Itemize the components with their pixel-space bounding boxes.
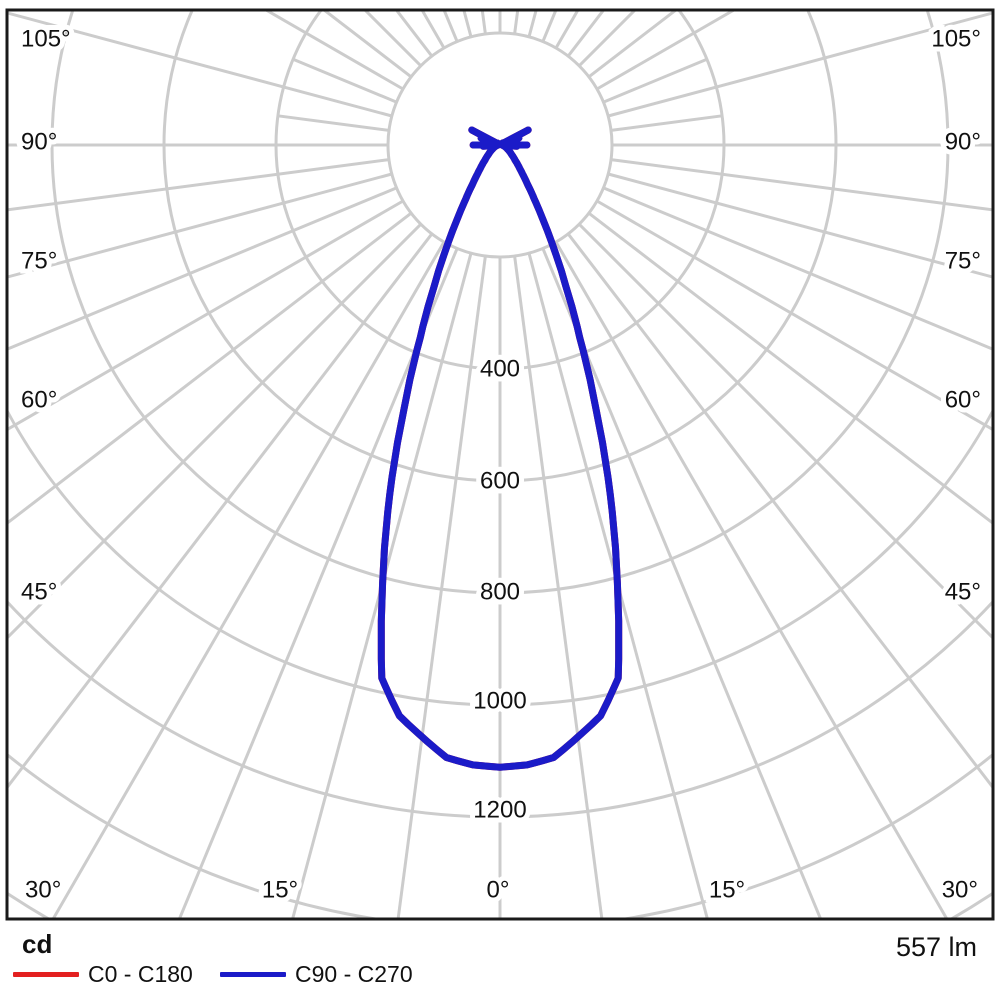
angle-label-bottom: 15° bbox=[709, 877, 745, 904]
legend-label-c0-c180: C0 - C180 bbox=[88, 960, 193, 987]
angle-grid-spoke bbox=[567, 232, 993, 790]
intensity-curves bbox=[377, 126, 623, 771]
angle-grid-spoke bbox=[527, 252, 709, 919]
plot-border bbox=[5, 8, 995, 921]
angle-grid-spoke bbox=[7, 158, 390, 212]
angle-grid-spoke bbox=[527, 10, 538, 38]
angle-grid-spoke bbox=[607, 11, 993, 118]
angle-grid-spoke bbox=[321, 10, 413, 78]
angle-grid-spoke bbox=[7, 172, 393, 279]
angle-label-bottom: 15° bbox=[262, 877, 298, 904]
total-flux-label: 557 lm bbox=[895, 932, 977, 962]
unit-label: cd bbox=[22, 929, 53, 959]
angle-grid-spoke bbox=[513, 10, 520, 35]
radial-tick-label: 400 bbox=[480, 356, 520, 383]
angle-grid-spoke bbox=[480, 10, 487, 35]
angle-grid-spoke bbox=[292, 57, 398, 104]
angle-label-bottom: 0° bbox=[487, 877, 510, 904]
angle-label-right: 45° bbox=[945, 579, 981, 606]
legend-item-c0-c180: C0 - C180 bbox=[13, 960, 193, 988]
angle-label-right: 30° bbox=[942, 877, 978, 904]
angle-grid-spoke bbox=[51, 241, 446, 919]
angle-label-right: 105° bbox=[931, 26, 981, 53]
angle-grid-spoke bbox=[587, 212, 993, 526]
angle-grid-spoke bbox=[541, 247, 823, 919]
angle-grid-spoke bbox=[596, 199, 993, 432]
angle-grid-spoke bbox=[7, 199, 404, 432]
angle-grid-spoke bbox=[602, 57, 708, 104]
angle-label-left: 90° bbox=[21, 129, 57, 156]
angle-grid-spoke bbox=[7, 223, 422, 641]
radial-tick-label: 800 bbox=[480, 579, 520, 606]
angle-grid-spoke bbox=[554, 241, 949, 919]
angle-grid-spoke bbox=[291, 252, 473, 919]
legend-item-c90-c270: C90 - C270 bbox=[220, 960, 413, 988]
angle-grid-spoke bbox=[607, 172, 993, 279]
radial-tick-label: 1200 bbox=[473, 797, 526, 824]
angle-grid-spoke bbox=[7, 232, 433, 790]
angle-grid-spoke bbox=[578, 223, 993, 641]
angle-grid-spoke bbox=[602, 186, 993, 351]
legend-swatch-red bbox=[13, 971, 79, 977]
angle-grid-spoke bbox=[7, 11, 393, 118]
angle-grid-spoke bbox=[587, 10, 679, 78]
angle-grid-spoke bbox=[513, 255, 604, 919]
axis-labels: 400 600 800 1000 1200 105° 105° 90° 90° 75° 75° 60°… bbox=[16, 21, 986, 909]
angle-grid-spoke bbox=[567, 10, 606, 58]
angle-grid-spoke bbox=[610, 114, 723, 132]
angle-label-left: 60° bbox=[21, 387, 57, 414]
angle-label-right: 90° bbox=[945, 129, 981, 156]
angle-grid-spoke bbox=[277, 114, 390, 132]
angle-grid-spoke bbox=[462, 10, 473, 38]
legend-label-c90-c270: C90 - C270 bbox=[295, 960, 413, 987]
angle-grid-spoke bbox=[7, 186, 398, 351]
angle-grid-spoke bbox=[442, 10, 459, 43]
angle-label-left: 105° bbox=[21, 26, 71, 53]
legend-swatch-blue bbox=[220, 971, 286, 977]
angle-label-right: 75° bbox=[945, 248, 981, 275]
radial-tick-label: 600 bbox=[480, 468, 520, 495]
angle-grid-spoke bbox=[610, 158, 993, 212]
c90-c270-curve bbox=[377, 126, 623, 771]
angle-grid-spoke bbox=[394, 10, 433, 58]
angle-label-right: 60° bbox=[945, 387, 981, 414]
angle-grid-spoke bbox=[541, 10, 558, 43]
radial-tick-label: 1000 bbox=[473, 688, 526, 715]
angle-grid-spoke bbox=[7, 212, 413, 526]
angle-label-left: 45° bbox=[21, 579, 57, 606]
angle-label-left: 30° bbox=[25, 877, 61, 904]
angle-label-left: 75° bbox=[21, 248, 57, 275]
angle-grid-spoke bbox=[177, 247, 459, 919]
angle-grid-spoke bbox=[396, 255, 487, 919]
